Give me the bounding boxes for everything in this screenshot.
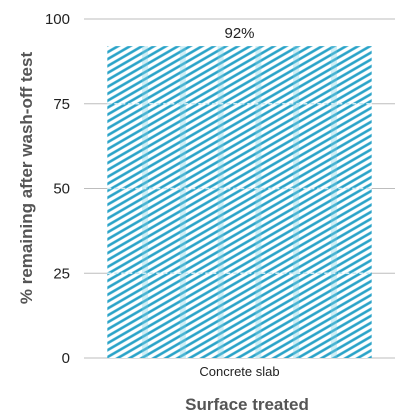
bar-group-0: 92% — [107, 25, 372, 359]
x-axis-tick-labels: Concrete slab — [199, 364, 279, 379]
y-tick-label-100: 100 — [45, 11, 70, 28]
bar-0 — [107, 46, 372, 359]
y-tick-label-50: 50 — [53, 181, 70, 198]
y-tick-label-25: 25 — [53, 265, 70, 282]
x-tick-label-0: Concrete slab — [199, 364, 279, 379]
x-axis-label: Surface treated — [185, 395, 309, 414]
bars: 92% — [107, 25, 372, 359]
y-axis-tick-labels: 0 25 50 75 100 — [45, 11, 70, 367]
y-tick-label-0: 0 — [62, 350, 70, 367]
bar-value-label-0: 92% — [224, 25, 254, 42]
y-axis-label: % remaining after wash-off test — [17, 52, 36, 305]
y-tick-label-75: 75 — [53, 96, 70, 113]
